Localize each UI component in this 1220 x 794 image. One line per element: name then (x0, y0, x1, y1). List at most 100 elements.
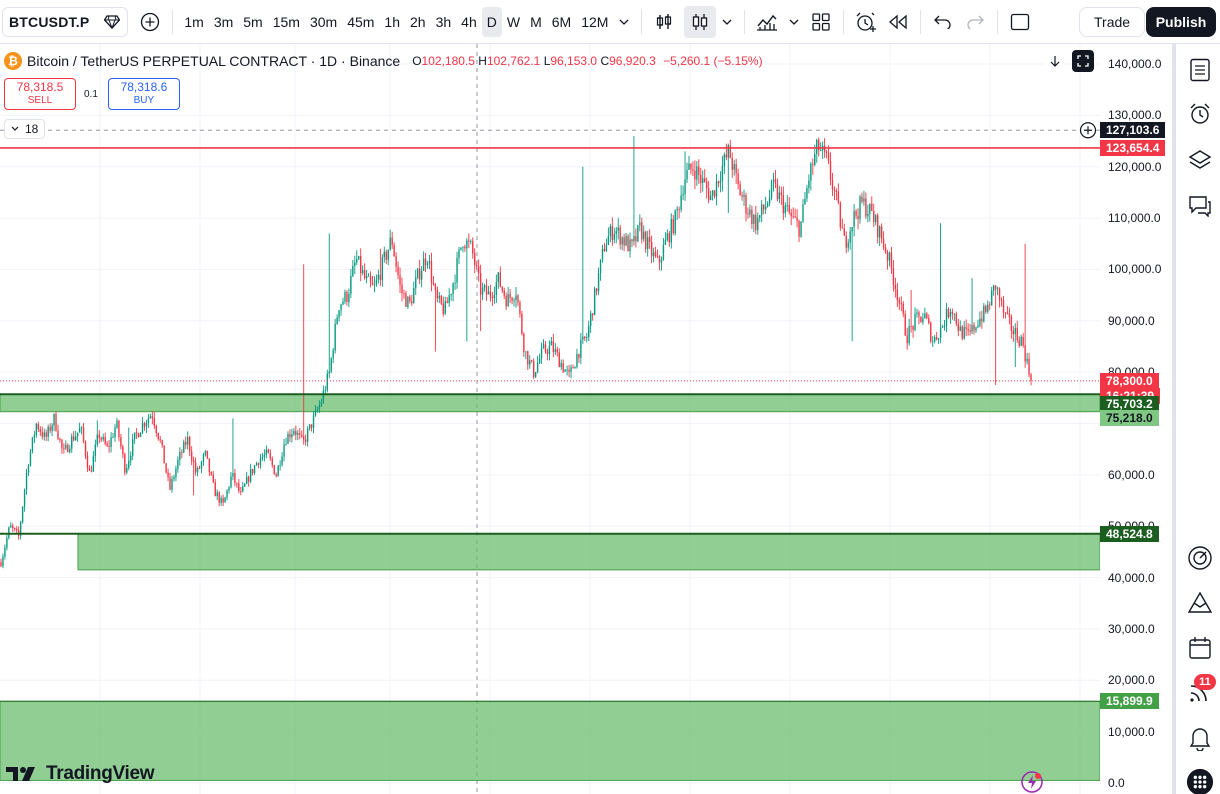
candle-body (149, 416, 152, 419)
candle-body (501, 286, 503, 291)
candle-body (291, 434, 293, 438)
legend-title[interactable]: Bitcoin / TetherUS PERPETUAL CONTRACT · … (27, 53, 401, 69)
candle-body (521, 313, 523, 334)
candle-body (507, 293, 509, 307)
redo-icon[interactable] (959, 6, 991, 38)
candles-style-icon[interactable] (684, 5, 717, 38)
candle-body (71, 436, 73, 449)
interval-3m[interactable]: 3m (213, 13, 234, 30)
tradingview-logo[interactable]: TradingView (6, 763, 155, 785)
alert-clock-plus-icon[interactable] (850, 6, 882, 38)
interval-2h[interactable]: 2h (410, 13, 426, 30)
price-chart[interactable] (0, 44, 1100, 794)
interval-45m[interactable]: 45m (347, 13, 375, 30)
candle-body (10, 525, 12, 528)
news-feed-icon[interactable] (1186, 678, 1214, 706)
layout-grid-icon[interactable] (805, 6, 837, 38)
buy-button[interactable]: 78,318.6 BUY (107, 78, 180, 110)
chat-icon[interactable] (1186, 192, 1214, 220)
watchlist-icon[interactable] (1186, 56, 1214, 84)
chevron-down-icon[interactable] (783, 6, 805, 38)
candle-body (739, 184, 741, 196)
fullscreen-square-icon[interactable] (1004, 6, 1036, 38)
candle-body (0, 562, 2, 567)
candle-body (674, 210, 676, 234)
indicators-toggle[interactable]: 18 (4, 119, 46, 139)
interval-4h[interactable]: 4h (461, 13, 477, 30)
notifications-bell-icon[interactable] (1186, 724, 1214, 752)
candle-body (82, 427, 85, 442)
support-zone[interactable] (0, 393, 1100, 413)
candle-body (1028, 358, 1030, 375)
replay-icon[interactable] (882, 6, 914, 38)
quick-action-icon[interactable] (1020, 770, 1044, 794)
interval-5m[interactable]: 5m (243, 13, 263, 30)
candle-body (888, 252, 891, 261)
alarm-clock-icon[interactable] (1186, 100, 1214, 128)
candle-body (544, 344, 547, 352)
calendar-icon[interactable] (1186, 634, 1214, 662)
support-zone[interactable] (0, 700, 1100, 781)
indicators-icon[interactable] (751, 6, 783, 38)
candle-body (532, 360, 535, 377)
candle-body (566, 369, 568, 371)
candle-body (725, 154, 728, 158)
undo-icon[interactable] (927, 6, 959, 38)
chevron-down-icon[interactable] (613, 6, 635, 38)
candle-body (283, 444, 285, 457)
interval-m[interactable]: M (530, 13, 542, 30)
candle-body (194, 462, 197, 473)
candle-body (635, 235, 637, 242)
candle-body (704, 178, 706, 182)
candle-body (666, 233, 669, 240)
price-axis[interactable]: 140,000.0 130,000.0 120,000.0 110,000.0 100,… (1100, 44, 1172, 794)
layers-icon[interactable] (1186, 146, 1214, 174)
interval-1m[interactable]: 1m (184, 13, 204, 30)
interval-15m[interactable]: 15m (272, 13, 300, 30)
publish-button[interactable]: Publish (1146, 7, 1216, 37)
chevron-down-icon[interactable] (716, 6, 738, 38)
candle-body (751, 209, 753, 224)
candle-body (753, 214, 755, 224)
trade-button[interactable]: Trade (1079, 7, 1146, 37)
candle-body (719, 180, 722, 184)
sell-button[interactable]: 78,318.5 SELL (4, 78, 76, 110)
candle-body (31, 437, 34, 452)
candle-body (715, 181, 718, 197)
order-quantity[interactable]: 0.1 (84, 88, 98, 100)
price-axis-tag: 75,218.0 (1100, 410, 1159, 427)
compare-symbol-plus-icon[interactable] (134, 6, 166, 38)
interval-6m[interactable]: 6M (551, 13, 572, 30)
ideas-triangle-icon[interactable] (1186, 589, 1214, 617)
candle-body (723, 154, 726, 166)
candle-body (365, 275, 368, 279)
candle-body (306, 429, 309, 442)
crosshair-plus-icon[interactable] (1079, 122, 1097, 139)
interval-w[interactable]: W (506, 13, 521, 30)
interval-3h[interactable]: 3h (435, 13, 452, 30)
support-zone[interactable] (77, 533, 1100, 571)
interval-1h[interactable]: 1h (384, 13, 400, 30)
scroll-down-button[interactable] (1044, 50, 1066, 72)
candle-body (935, 337, 938, 340)
candle-body (812, 163, 814, 165)
bars-style-icon[interactable] (648, 6, 680, 38)
candle-body (951, 311, 954, 314)
target-icon[interactable] (1186, 544, 1214, 572)
auto-scale-button[interactable] (1072, 50, 1094, 72)
interval-30m[interactable]: 30m (309, 13, 338, 30)
indicators-count: 18 (25, 122, 39, 136)
candle-body (487, 291, 490, 295)
change-value: −5,260.1 (−5.15%) (663, 54, 763, 68)
diamond-icon[interactable] (103, 13, 121, 31)
apps-grid-icon[interactable] (1186, 768, 1214, 794)
symbol-search-button[interactable]: BTCUSDT.P (2, 6, 129, 37)
candle-body (880, 226, 883, 239)
candle-body (1018, 340, 1020, 346)
interval-12m[interactable]: 12M (581, 13, 609, 30)
candle-body (523, 333, 525, 353)
candle-body (759, 214, 761, 218)
interval-d[interactable]: D (481, 6, 502, 37)
candle-body (332, 350, 334, 359)
candle-body (884, 247, 887, 253)
